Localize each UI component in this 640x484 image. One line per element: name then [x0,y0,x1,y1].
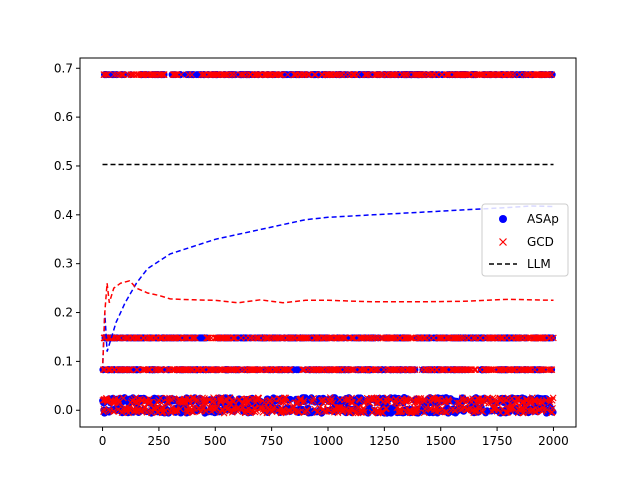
y-axis: 0.0 0.1 0.2 0.3 0.4 0.5 0.6 0.7 [54,61,80,417]
x-tick-label: 0 [99,434,107,448]
x-tick-label: 2000 [538,434,569,448]
legend-asap-marker [499,215,507,223]
y-tick-label: 0.4 [54,208,73,222]
x-tick-label: 750 [260,434,283,448]
y-tick-label: 0.5 [54,159,73,173]
x-tick-label: 1500 [425,434,456,448]
legend-gcd-label: GCD [527,235,554,249]
gcd-point [473,367,479,373]
x-tick-label: 500 [204,434,227,448]
y-tick-label: 0.3 [54,257,73,271]
y-tick-label: 0.0 [54,403,73,417]
legend-llm-label: LLM [527,257,551,271]
x-tick-label: 1750 [482,434,513,448]
x-axis: 0 250 500 750 1000 1250 1500 1750 2000 [99,427,569,448]
y-tick-label: 0.7 [54,61,73,75]
y-tick-label: 0.1 [54,354,73,368]
x-tick-label: 250 [147,434,170,448]
x-tick-label: 1000 [313,434,344,448]
legend-asap-label: ASAp [527,212,559,226]
gcd-running-mean-line [103,281,554,371]
y-tick-label: 0.6 [54,110,73,124]
y-tick-label: 0.2 [54,306,73,320]
legend: ASAp GCD LLM [482,204,568,276]
x-tick-label: 1250 [369,434,400,448]
